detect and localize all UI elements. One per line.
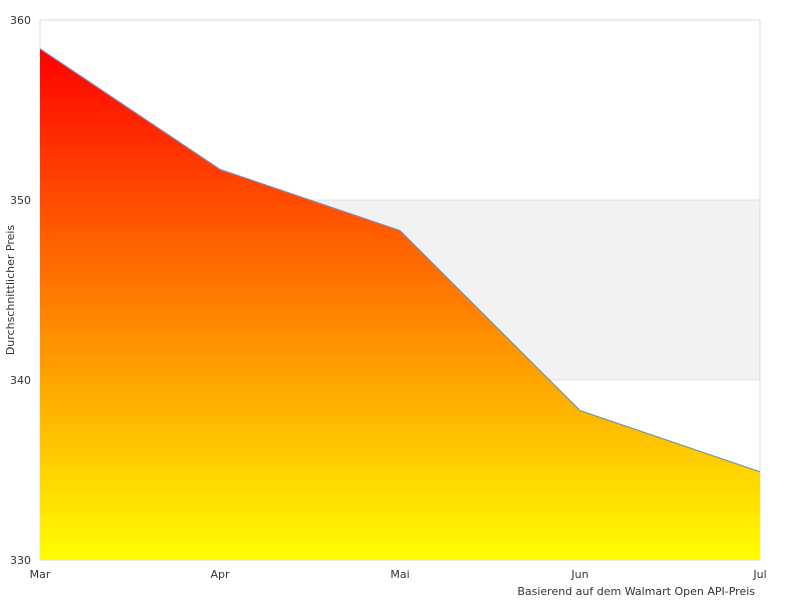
x-tick-label: Jul: [752, 568, 766, 581]
y-tick-label: 330: [10, 554, 31, 567]
x-tick-label: Mar: [30, 568, 51, 581]
credit-text: Basierend auf dem Walmart Open API-Preis: [517, 585, 755, 598]
y-axis-label: Durchschnittlicher Preis: [4, 225, 17, 356]
x-tick-label: Mai: [390, 568, 409, 581]
x-tick-label: Jun: [570, 568, 588, 581]
y-tick-label: 350: [10, 194, 31, 207]
x-tick-label: Apr: [210, 568, 230, 581]
y-tick-label: 340: [10, 374, 31, 387]
y-tick-label: 360: [10, 14, 31, 27]
